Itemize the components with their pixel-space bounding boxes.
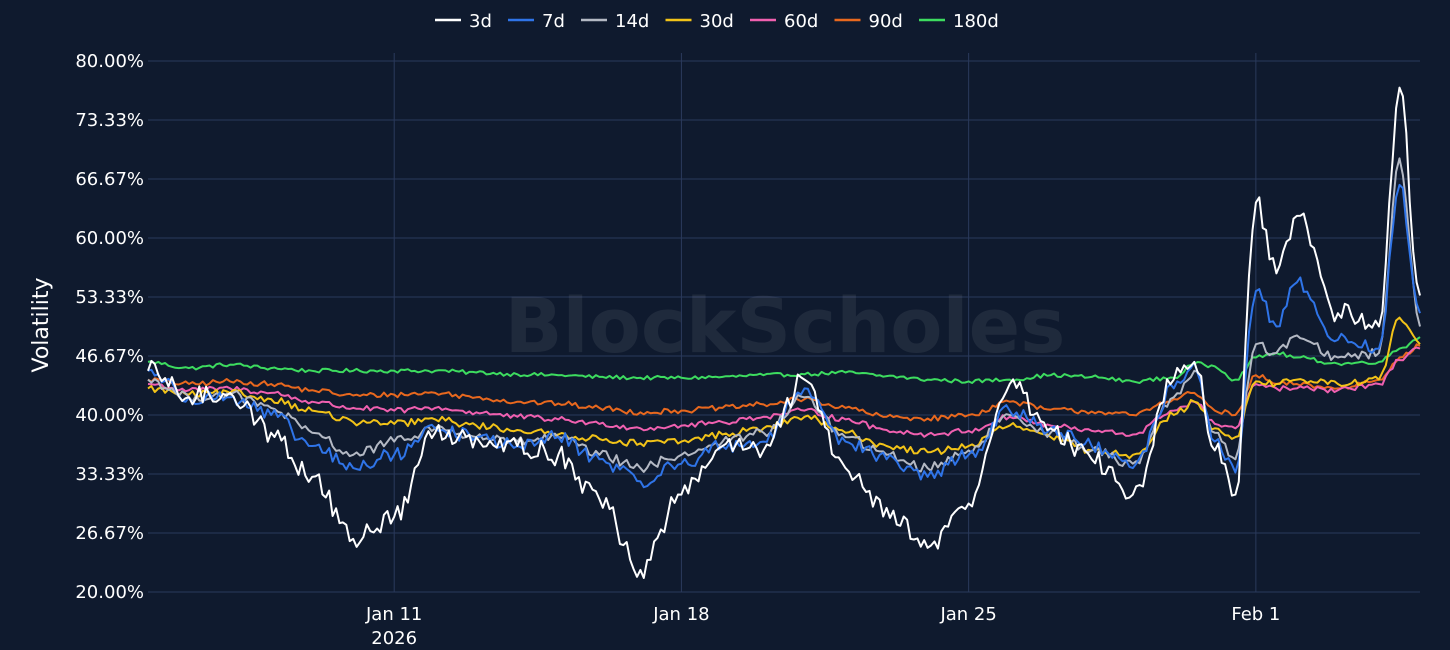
x-tick-label: Feb 1 xyxy=(1231,604,1280,625)
y-tick-label: 60.00% xyxy=(75,228,144,249)
axis-layer: 20.00% 26.67% 33.33% 40.00% 46.67% 53.33% 60.0… xyxy=(75,51,1280,649)
series-line-90d xyxy=(147,343,1421,422)
legend-label: 3d xyxy=(469,11,492,32)
legend-label: 60d xyxy=(784,11,818,32)
legend-item-60d[interactable]: 60d xyxy=(750,11,818,32)
x-tick-label: Jan 25 xyxy=(939,604,996,625)
legend-label: 14d xyxy=(615,11,649,32)
legend-label: 180d xyxy=(953,11,999,32)
series-line-7d xyxy=(147,183,1421,489)
legend-item-180d[interactable]: 180d xyxy=(919,11,999,32)
y-axis-title: Volatility xyxy=(29,277,54,372)
y-tick-label: 53.33% xyxy=(75,287,144,308)
legend-item-30d[interactable]: 30d xyxy=(665,11,734,32)
series-line-180d xyxy=(147,336,1421,384)
grid-layer xyxy=(148,53,1420,593)
y-tick-label: 46.67% xyxy=(75,346,144,367)
x-tick-year-label: 2026 xyxy=(371,628,417,649)
legend-item-14d[interactable]: 14d xyxy=(581,11,649,32)
y-tick-label: 20.00% xyxy=(75,582,144,603)
y-tick-label: 73.33% xyxy=(75,110,144,131)
legend-label: 30d xyxy=(700,11,734,32)
series-line-3d xyxy=(147,86,1421,579)
legend[interactable]: 3d 7d 14d 30d 60d 90d 180d xyxy=(435,11,999,32)
legend-item-7d[interactable]: 7d xyxy=(508,11,565,32)
watermark-logo: BlockScholes xyxy=(505,281,1066,370)
legend-label: 90d xyxy=(869,11,903,32)
legend-label: 7d xyxy=(542,11,565,32)
legend-item-90d[interactable]: 90d xyxy=(834,11,903,32)
x-tick-label: Jan 11 xyxy=(365,604,422,625)
y-tick-label: 26.67% xyxy=(75,523,144,544)
y-tick-label: 33.33% xyxy=(75,464,144,485)
series-layer xyxy=(147,86,1421,579)
x-tick-label: Jan 18 xyxy=(652,604,709,625)
y-tick-label: 66.67% xyxy=(75,169,144,190)
y-tick-label: 80.00% xyxy=(75,51,144,72)
y-tick-label: 40.00% xyxy=(75,405,144,426)
legend-item-3d[interactable]: 3d xyxy=(435,11,492,32)
